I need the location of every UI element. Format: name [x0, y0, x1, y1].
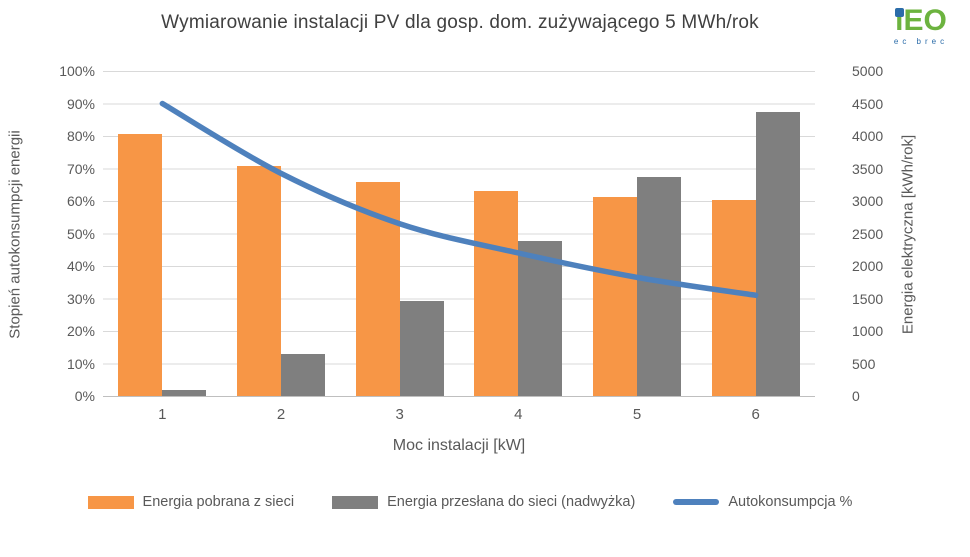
- left-axis-tick: 90%: [66, 95, 95, 112]
- left-axis-tick: 0%: [74, 388, 95, 404]
- left-axis-tick: 50%: [66, 225, 95, 242]
- legend-item: Energia pobrana z sieci: [87, 494, 295, 510]
- left-axis-tick: 10%: [66, 355, 95, 372]
- x-axis-label: 3: [395, 406, 404, 423]
- legend-label: Energia przesłana do sieci (nadwyżka): [387, 494, 636, 510]
- x-axis-label: 2: [276, 406, 286, 423]
- bar-group: [222, 71, 341, 396]
- left-axis-tick: 60%: [66, 193, 95, 209]
- right-axis-tick: 500: [852, 355, 876, 372]
- right-axis-tick: 1500: [852, 290, 884, 307]
- right-axis-tick: 4000: [852, 128, 884, 144]
- left-axis-tick: 40%: [66, 258, 95, 274]
- legend-swatch-bar-icon: [332, 495, 379, 509]
- x-axis-labels: 1 2 3 4 5 6: [103, 406, 815, 426]
- plot-area: [103, 71, 815, 397]
- bar-group: [578, 71, 697, 396]
- bar-pobrana: [118, 134, 163, 396]
- left-axis-tick: 70%: [66, 160, 95, 177]
- legend-item: Autokonsumpcja %: [673, 494, 852, 510]
- bar-przeslana: [636, 177, 681, 396]
- bar-pobrana: [474, 191, 519, 396]
- x-axis-label: 6: [751, 406, 760, 423]
- left-axis-tick: 20%: [66, 323, 95, 339]
- bar-przeslana: [518, 240, 563, 396]
- bar-przeslana: [280, 354, 325, 396]
- chart-title: Wymiarowanie instalacji PV dla gosp. dom…: [161, 12, 759, 33]
- logo-subtext: ec brec: [893, 37, 949, 46]
- bar-group: [696, 71, 815, 396]
- bar-przeslana: [162, 389, 207, 396]
- legend-swatch-line-icon: [673, 499, 720, 505]
- bar-pobrana: [592, 196, 637, 396]
- logo-wordmark: i EO: [895, 4, 947, 37]
- legend-label: Energia pobrana z sieci: [142, 494, 295, 510]
- logo-letter-i: i: [895, 4, 905, 37]
- company-logo: i EO ec brec: [886, 4, 956, 47]
- x-axis-label: 1: [158, 406, 167, 423]
- left-axis-ticks: 100% 90% 80% 70% 60% 50% 40% 30% 20% 10% 0%: [0, 63, 95, 404]
- bar-group: [459, 71, 578, 396]
- x-axis-title: Moc instalacji [kW]: [392, 437, 526, 454]
- right-axis-tick: 3500: [852, 160, 884, 177]
- bar-pobrana: [711, 200, 756, 396]
- right-axis-tick: 5000: [852, 63, 884, 79]
- bar-group: [103, 71, 222, 396]
- bar-pobrana: [236, 165, 281, 396]
- legend-item: Energia przesłana do sieci (nadwyżka): [332, 494, 635, 510]
- right-axis-ticks: 5000 4500 4000 3500 3000 2500 2000 1500 1000 500 0: [852, 63, 912, 404]
- bar-group: [340, 71, 459, 396]
- left-axis-tick: 100%: [59, 63, 95, 79]
- legend-swatch-bar-icon: [87, 495, 134, 509]
- left-axis-tick: 80%: [66, 128, 95, 144]
- legend-label: Autokonsumpcja %: [728, 494, 853, 510]
- x-axis-label: 5: [632, 406, 642, 423]
- legend: Energia pobrana z sieci Energia przesłana…: [0, 494, 940, 510]
- right-axis-tick: 2000: [852, 258, 884, 274]
- right-axis-tick: 4500: [852, 95, 884, 112]
- bar-przeslana: [399, 300, 444, 396]
- right-axis-tick: 1000: [852, 323, 884, 339]
- x-axis-label: 4: [514, 406, 523, 423]
- right-axis-tick: 3000: [852, 193, 884, 209]
- bar-pobrana: [355, 182, 400, 396]
- logo-i-dot-icon: [895, 8, 905, 17]
- right-axis-tick: 2500: [852, 225, 884, 242]
- right-axis-tick: 0: [852, 388, 860, 404]
- bar-przeslana: [755, 111, 800, 396]
- left-axis-tick: 30%: [66, 290, 95, 307]
